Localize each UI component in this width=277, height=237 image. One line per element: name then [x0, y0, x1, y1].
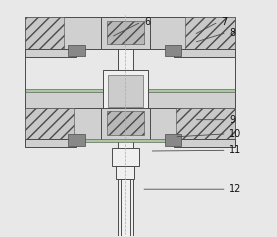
Text: 10: 10: [229, 129, 242, 139]
Text: 11: 11: [229, 145, 242, 155]
Bar: [25, 49, 76, 57]
Bar: [121, 179, 130, 236]
Bar: [25, 17, 235, 49]
Bar: [25, 91, 235, 109]
Bar: [25, 108, 235, 140]
Polygon shape: [185, 17, 235, 49]
Polygon shape: [165, 46, 181, 56]
Polygon shape: [25, 17, 64, 49]
Text: 8: 8: [229, 27, 235, 37]
Bar: [116, 166, 134, 179]
Bar: [101, 17, 150, 49]
Text: 12: 12: [229, 184, 242, 194]
Bar: [118, 17, 133, 236]
Bar: [25, 89, 235, 92]
Polygon shape: [25, 108, 74, 140]
Bar: [174, 49, 235, 57]
Text: 7: 7: [221, 17, 227, 27]
Bar: [25, 139, 235, 142]
Bar: [107, 111, 144, 135]
Polygon shape: [68, 46, 85, 56]
Polygon shape: [176, 108, 235, 140]
Bar: [108, 75, 143, 107]
Bar: [101, 108, 150, 140]
Text: 9: 9: [229, 115, 235, 125]
Polygon shape: [68, 134, 85, 146]
Bar: [103, 70, 148, 111]
Text: 6: 6: [144, 17, 150, 27]
Bar: [25, 139, 76, 147]
Bar: [107, 21, 144, 44]
Bar: [174, 139, 235, 147]
Polygon shape: [165, 134, 181, 146]
Bar: [112, 148, 138, 166]
